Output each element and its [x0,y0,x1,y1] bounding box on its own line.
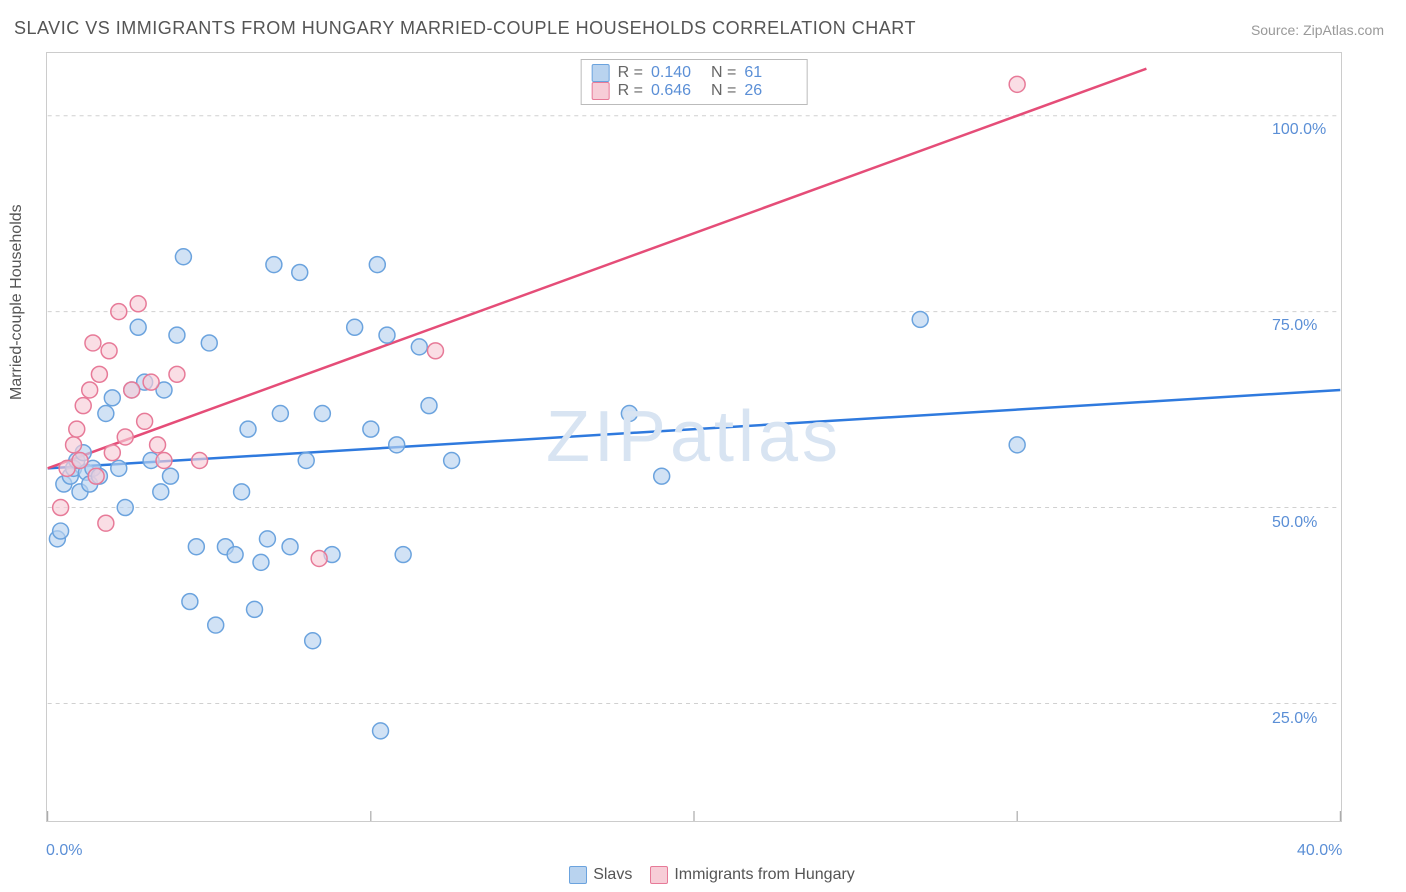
scatter-point [150,437,166,453]
legend-n-label: N = [711,82,736,100]
scatter-point [654,468,670,484]
scatter-point [347,319,363,335]
chart-title: SLAVIC VS IMMIGRANTS FROM HUNGARY MARRIE… [14,18,916,39]
scatter-point [117,500,133,516]
legend-label: Immigrants from Hungary [674,866,855,883]
scatter-point [421,398,437,414]
scatter-point [69,421,85,437]
scatter-point [227,547,243,563]
y-axis-label: Married-couple Households [8,204,26,400]
scatter-point [163,468,179,484]
legend-n-label: N = [711,64,736,82]
scatter-point [247,601,263,617]
scatter-point [363,421,379,437]
scatter-point [305,633,321,649]
scatter-point [117,429,133,445]
legend-r-value: 0.646 [651,82,703,100]
scatter-point [259,531,275,547]
legend-r-label: R = [618,64,643,82]
scatter-point [53,523,69,539]
scatter-point [137,413,153,429]
series-legend: Slavs Immigrants from Hungary [0,866,1406,884]
x-tick-label: 40.0% [1297,842,1342,860]
scatter-point [143,374,159,390]
scatter-point [91,366,107,382]
y-tick-label: 75.0% [1272,317,1317,335]
scatter-point [85,335,101,351]
legend-r-value: 0.140 [651,64,703,82]
scatter-point [111,460,127,476]
scatter-point [130,296,146,312]
scatter-point [234,484,250,500]
scatter-point [88,468,104,484]
legend-swatch [650,866,668,884]
scatter-point [411,339,427,355]
legend-swatch [592,82,610,100]
scatter-point [298,453,314,469]
source-label: Source: ZipAtlas.com [1251,22,1384,38]
scatter-point [1009,437,1025,453]
legend-n-value: 26 [744,82,796,100]
scatter-point [253,554,269,570]
scatter-point [192,453,208,469]
scatter-point [169,327,185,343]
scatter-point [175,249,191,265]
scatter-point [66,437,82,453]
scatter-point [621,406,637,422]
scatter-point [98,515,114,531]
scatter-point [1009,76,1025,92]
legend-r-label: R = [618,82,643,100]
scatter-point [188,539,204,555]
legend-row: R = 0.646 N = 26 [592,82,797,100]
legend-row: R = 0.140 N = 61 [592,64,797,82]
scatter-point [130,319,146,335]
scatter-point [282,539,298,555]
scatter-point [314,406,330,422]
legend-swatch [569,866,587,884]
legend-swatch [592,64,610,82]
scatter-point [379,327,395,343]
plot-area: ZIPatlas R =0.140N =61R =0.646N =26 [46,52,1342,822]
scatter-point [104,445,120,461]
scatter-point [272,406,288,422]
scatter-point [182,594,198,610]
scatter-point [444,453,460,469]
scatter-point [389,437,405,453]
scatter-point [124,382,140,398]
legend-n-value: 61 [744,64,796,82]
scatter-point [240,421,256,437]
scatter-point [101,343,117,359]
scatter-point [111,304,127,320]
scatter-point [427,343,443,359]
scatter-point [395,547,411,563]
scatter-point [201,335,217,351]
scatter-point [912,311,928,327]
scatter-point [75,398,91,414]
scatter-point [292,264,308,280]
scatter-point [104,390,120,406]
scatter-point [369,257,385,273]
scatter-plot-svg [47,53,1341,821]
y-tick-label: 25.0% [1272,710,1317,728]
scatter-point [156,453,172,469]
scatter-point [82,382,98,398]
scatter-point [208,617,224,633]
scatter-point [311,550,327,566]
chart-container: SLAVIC VS IMMIGRANTS FROM HUNGARY MARRIE… [0,0,1406,892]
y-tick-label: 100.0% [1272,121,1326,139]
correlation-legend: R = 0.140 N = 61 R = 0.646 N = 26 [581,59,808,105]
scatter-point [98,406,114,422]
scatter-point [266,257,282,273]
x-tick-label: 0.0% [46,842,82,860]
scatter-point [373,723,389,739]
scatter-point [169,366,185,382]
y-tick-label: 50.0% [1272,514,1317,532]
scatter-point [153,484,169,500]
scatter-point [53,500,69,516]
legend-label: Slavs [593,866,632,883]
scatter-point [72,453,88,469]
